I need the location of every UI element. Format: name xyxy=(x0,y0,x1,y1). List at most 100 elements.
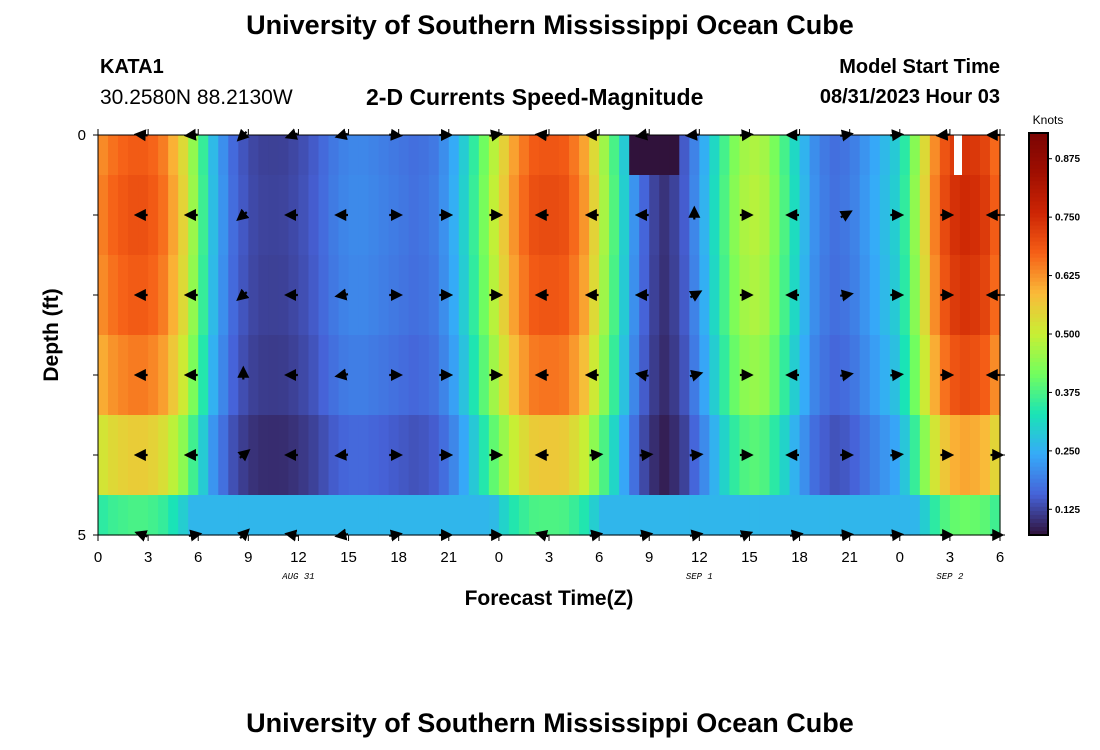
heatmap-cell xyxy=(909,335,921,416)
heatmap-cell xyxy=(649,335,660,416)
heatmap-cell xyxy=(318,175,330,256)
heatmap-cell xyxy=(448,335,460,416)
heatmap-cell xyxy=(629,135,640,176)
colorbar-swatch xyxy=(1029,141,1048,146)
heatmap-cell xyxy=(919,255,931,336)
heatmap-cell xyxy=(779,415,791,496)
heatmap-cell xyxy=(218,335,229,416)
heatmap-cell xyxy=(198,415,209,496)
heatmap-cell xyxy=(468,255,480,336)
heatmap-cell xyxy=(438,135,450,176)
heatmap-cell xyxy=(418,135,430,176)
colorbar-swatch xyxy=(1029,494,1048,500)
heatmap-cell xyxy=(739,495,751,536)
heatmap-cell xyxy=(298,135,310,176)
heatmap-cell xyxy=(569,335,580,416)
heatmap-cell xyxy=(178,175,189,256)
heatmap-cell xyxy=(518,415,530,496)
colorbar-swatch xyxy=(1029,510,1048,516)
current-arrow xyxy=(688,290,703,302)
heatmap-cell xyxy=(128,415,139,496)
heatmap-cell xyxy=(258,255,269,336)
heatmap-cell xyxy=(278,255,290,336)
heatmap-cell xyxy=(809,335,821,416)
heatmap-cell xyxy=(298,415,310,496)
heatmap-cell xyxy=(498,415,510,496)
heatmap-cell xyxy=(749,135,761,176)
heatmap-cell xyxy=(719,415,730,496)
heatmap-cell xyxy=(328,335,340,416)
heatmap-cell xyxy=(258,135,269,176)
x-tick-label: 12 xyxy=(290,549,307,566)
heatmap-cell xyxy=(699,135,710,176)
heatmap-cell xyxy=(929,175,941,256)
heatmap-cell xyxy=(398,495,410,536)
colorbar-swatch xyxy=(1029,346,1048,351)
heatmap-cell xyxy=(498,175,510,256)
heatmap-cell xyxy=(398,135,410,176)
heatmap-cell xyxy=(208,135,219,176)
heatmap-cell xyxy=(318,135,330,176)
colorbar-swatch xyxy=(1029,237,1048,243)
heatmap-cell xyxy=(448,175,460,256)
heatmap-cell xyxy=(198,135,209,176)
colorbar-swatch xyxy=(1029,289,1048,295)
heatmap-cell xyxy=(538,495,550,536)
colorbar-swatch xyxy=(1029,490,1048,496)
heatmap-cell xyxy=(849,495,861,536)
heatmap-cell xyxy=(909,175,921,256)
colorbar-title: Knots xyxy=(1033,113,1064,127)
heatmap-cell xyxy=(569,255,580,336)
x-tick-label: 0 xyxy=(896,549,904,566)
colorbar-swatch xyxy=(1029,438,1048,444)
heatmap-cell xyxy=(458,255,470,336)
heatmap-cell xyxy=(418,255,430,336)
heatmap-cell xyxy=(979,335,991,416)
heatmap-cell xyxy=(569,135,580,176)
heatmap-cell xyxy=(979,175,991,256)
heatmap-cell xyxy=(118,175,129,256)
colorbar-swatch xyxy=(1029,317,1048,323)
heatmap-cell xyxy=(599,335,610,416)
heatmap-cell xyxy=(368,335,380,416)
heatmap-cell xyxy=(408,495,420,536)
heatmap-cell xyxy=(378,415,390,496)
heatmap-cell xyxy=(348,135,360,176)
current-arrow xyxy=(890,369,905,382)
heatmap-cell xyxy=(168,495,179,536)
heatmap-cell xyxy=(869,135,881,176)
heatmap-cell xyxy=(158,415,169,496)
colorbar-swatch xyxy=(1029,334,1048,339)
date-label: SEP 2 xyxy=(936,572,964,582)
heatmap-cell xyxy=(799,495,811,536)
colorbar-swatch xyxy=(1029,133,1048,138)
heatmap-cell xyxy=(949,495,961,536)
heatmap-cell xyxy=(148,335,159,416)
heatmap-cell xyxy=(428,255,440,336)
colorbar-swatch xyxy=(1029,161,1048,166)
heatmap-cell xyxy=(108,135,119,176)
colorbar-swatch xyxy=(1029,313,1048,319)
heatmap-cell xyxy=(769,135,781,176)
heatmap-cell xyxy=(98,335,109,416)
colorbar-swatch xyxy=(1029,526,1048,532)
heatmap-cell xyxy=(769,335,781,416)
heatmap-cell xyxy=(929,415,941,496)
heatmap-cell xyxy=(298,335,310,416)
colorbar-swatch xyxy=(1029,249,1048,255)
heatmap-cell xyxy=(959,415,971,496)
x-tick-label: 6 xyxy=(595,549,603,566)
colorbar-swatch xyxy=(1029,342,1048,347)
heatmap-cell xyxy=(899,255,911,336)
heatmap-cell xyxy=(218,255,229,336)
heatmap-cell xyxy=(288,495,300,536)
heatmap-cell xyxy=(218,135,229,176)
heatmap-cell xyxy=(599,135,610,176)
heatmap-cell xyxy=(408,255,420,336)
heatmap-cell xyxy=(599,255,610,336)
heatmap-cell xyxy=(328,495,340,536)
heatmap-cell xyxy=(819,415,831,496)
current-arrow xyxy=(839,210,853,222)
heatmap-cell xyxy=(198,255,209,336)
heatmap-cell xyxy=(729,175,741,256)
